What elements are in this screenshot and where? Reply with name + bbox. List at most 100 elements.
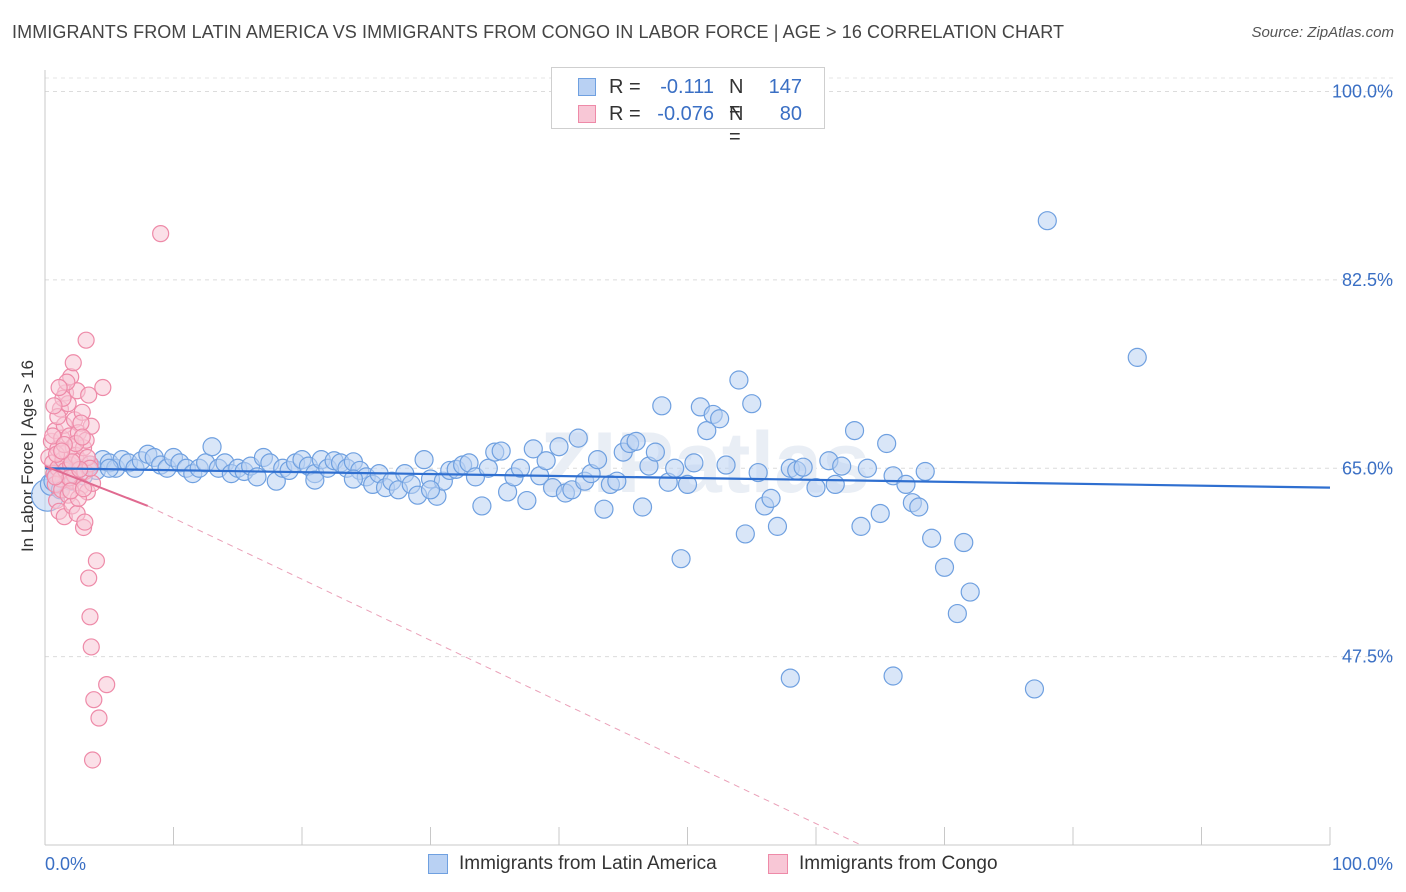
data-point	[947, 603, 967, 624]
data-point	[934, 557, 955, 577]
data-point	[87, 552, 106, 570]
data-point	[202, 437, 222, 457]
data-point	[710, 409, 730, 429]
data-point	[85, 691, 103, 709]
data-point	[870, 503, 890, 524]
data-point	[645, 442, 665, 462]
data-point	[81, 608, 99, 626]
legend-swatch	[768, 854, 788, 874]
data-point	[83, 751, 102, 769]
legend-swatch-latin-america	[578, 78, 596, 96]
r-value: -0.111	[660, 76, 714, 98]
data-point	[626, 431, 646, 451]
data-point	[305, 470, 325, 490]
data-point	[587, 450, 608, 470]
series-legend: Immigrants from Latin America Immigrants…	[0, 851, 1406, 879]
data-point	[50, 378, 68, 397]
data-point	[77, 331, 95, 349]
y-tick-label: 82.5%	[1342, 270, 1393, 290]
data-point	[877, 433, 897, 454]
data-point	[632, 497, 653, 517]
grid-lines	[45, 77, 1393, 658]
y-tick-label: 47.5%	[1342, 647, 1393, 667]
data-point	[152, 225, 170, 243]
y-tick-label: 65.0%	[1342, 458, 1393, 478]
data-point	[420, 480, 441, 500]
data-point	[793, 457, 813, 477]
data-point	[517, 490, 537, 511]
data-point	[414, 450, 434, 470]
source-label: Source: ZipAtlas.com	[1251, 24, 1394, 41]
data-point	[549, 437, 569, 457]
data-point	[343, 469, 363, 489]
data-point	[883, 666, 903, 686]
legend-label: Immigrants from Latin America	[459, 853, 717, 874]
data-point	[697, 420, 717, 441]
data-point	[915, 461, 935, 482]
data-point	[665, 458, 685, 478]
data-point	[652, 396, 672, 416]
data-point	[82, 638, 100, 656]
data-point	[607, 471, 627, 491]
n-value: 80	[779, 103, 802, 125]
trend-line-congo	[44, 465, 149, 507]
data-point	[44, 427, 62, 445]
y-tick-label: 100.0%	[1332, 82, 1393, 102]
data-point	[671, 549, 691, 569]
n-label: N =	[729, 76, 744, 121]
data-point	[491, 441, 511, 461]
data-point	[806, 478, 826, 498]
data-point	[478, 458, 498, 478]
r-label: R =	[609, 103, 641, 125]
data-point	[98, 676, 116, 694]
data-point	[80, 569, 98, 587]
data-point	[716, 455, 736, 475]
data-point	[857, 458, 878, 478]
data-point	[909, 497, 929, 517]
data-point	[825, 474, 845, 495]
data-point	[748, 462, 768, 483]
legend-label: Immigrants from Congo	[799, 853, 998, 874]
data-point	[1024, 679, 1045, 699]
data-point	[73, 428, 91, 446]
tick-labels: 100.0% 82.5% 65.0% 47.5% 0.0% 100.0%	[45, 82, 1393, 874]
data-point	[729, 370, 749, 390]
data-point	[1127, 347, 1147, 367]
data-point	[896, 474, 916, 495]
data-point	[761, 488, 781, 509]
r-label: R =	[609, 76, 641, 98]
data-point	[472, 496, 492, 516]
data-point	[64, 354, 82, 372]
data-point	[767, 516, 788, 536]
x-tick-label-min: 0.0%	[45, 854, 86, 874]
data-point	[677, 474, 698, 495]
data-point	[76, 513, 94, 531]
data-point	[735, 524, 755, 544]
data-point	[844, 420, 865, 441]
data-point	[536, 451, 556, 471]
chart-title: IMMIGRANTS FROM LATIN AMERICA VS IMMIGRA…	[12, 22, 1065, 42]
data-point	[1037, 211, 1057, 231]
r-value: -0.076	[657, 103, 714, 125]
data-point	[851, 516, 871, 536]
trend-lines	[44, 465, 1331, 846]
data-point	[568, 428, 588, 448]
legend-swatch	[428, 854, 448, 874]
data-point	[954, 532, 974, 553]
legend-swatch-congo	[578, 105, 596, 123]
data-point	[780, 668, 800, 688]
trend-line-congo-extension	[147, 505, 862, 846]
data-point	[832, 456, 852, 476]
data-point	[63, 453, 81, 471]
data-point	[94, 378, 112, 397]
data-point	[53, 442, 71, 460]
trend-line-latin-america	[44, 467, 1331, 489]
n-value: 147	[768, 76, 802, 98]
data-point	[510, 458, 531, 478]
data-point	[960, 582, 980, 602]
data-point	[90, 709, 108, 727]
data-point	[742, 394, 762, 414]
series-congo	[40, 225, 170, 769]
n-label: N =	[729, 103, 744, 148]
